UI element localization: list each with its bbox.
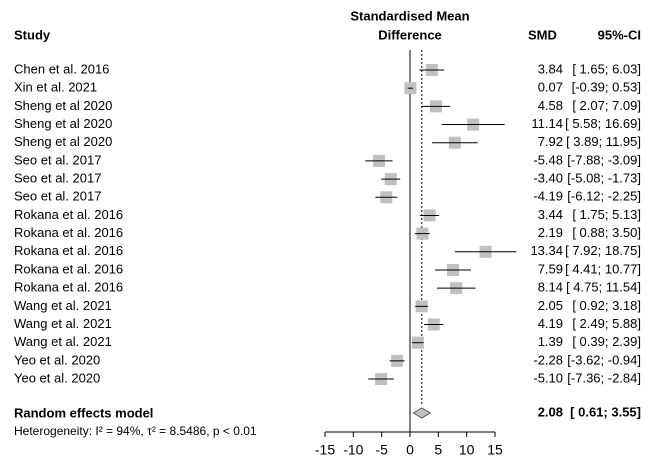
x-tick-label: 0 (406, 442, 414, 458)
x-tick-label: 15 (487, 442, 503, 458)
smd-value: 8.14 (538, 280, 563, 295)
x-tick-label: 5 (434, 442, 442, 458)
study-label: Xin et al. 2021 (14, 80, 97, 95)
header-smd: SMD (528, 27, 557, 42)
study-label: Sheng et al 2020 (14, 134, 112, 149)
ci-value: [-3.62; -0.94] (567, 352, 641, 367)
ci-value: [-6.12; -2.25] (567, 189, 641, 204)
smd-value: 1.39 (538, 334, 563, 349)
model-smd: 2.08 (538, 404, 563, 419)
study-label: Yeo et al. 2020 (14, 352, 100, 367)
study-label: Rokana et al. 2016 (14, 243, 123, 258)
ci-value: [ 0.39; 2.39] (572, 334, 641, 349)
study-label: Sheng et al 2020 (14, 98, 112, 113)
smd-value: -5.48 (533, 152, 563, 167)
ci-value: [ 4.75; 11.54] (566, 280, 641, 295)
study-label: Chen et al. 2016 (14, 61, 109, 76)
study-label: Wang et al. 2021 (14, 316, 112, 331)
study-label: Seo et al. 2017 (14, 189, 101, 204)
ci-value: [-5.08; -1.73] (567, 171, 641, 186)
header-effect: Standardised Mean (350, 8, 469, 23)
study-label: Rokana et al. 2016 (14, 225, 123, 240)
header-ci: 95%-CI (598, 27, 641, 42)
ci-value: [-0.39; 0.53] (572, 80, 641, 95)
study-label: Rokana et al. 2016 (14, 261, 123, 276)
header-effect: Difference (378, 27, 442, 42)
x-tick-label: -5 (375, 442, 388, 458)
model-diamond (412, 407, 432, 419)
x-tick-label: -15 (315, 442, 335, 458)
study-label: Wang et al. 2021 (14, 298, 112, 313)
heterogeneity: Heterogeneity: I² = 94%, τ² = 8.5486, p … (14, 424, 257, 438)
study-label: Sheng et al 2020 (14, 116, 112, 131)
smd-value: -3.40 (533, 171, 563, 186)
study-label: Seo et al. 2017 (14, 171, 101, 186)
ci-value: [ 4.41; 10.77] (565, 261, 641, 276)
study-label: Rokana et al. 2016 (14, 280, 123, 295)
smd-value: 7.92 (538, 134, 563, 149)
study-label: Wang et al. 2021 (14, 334, 112, 349)
study-label: Rokana et al. 2016 (14, 207, 123, 222)
ci-value: [ 1.65; 6.03] (572, 61, 641, 76)
smd-value: 4.19 (538, 316, 563, 331)
smd-value: 13.34 (530, 243, 563, 258)
smd-value: 2.05 (538, 298, 563, 313)
ci-value: [ 0.88; 3.50] (572, 225, 641, 240)
study-label: Yeo et al. 2020 (14, 370, 100, 385)
ci-value: [ 1.75; 5.13] (572, 207, 641, 222)
x-tick-label: -10 (343, 442, 363, 458)
smd-value: 3.44 (538, 207, 563, 222)
smd-value: 11.14 (531, 116, 563, 131)
ci-value: [-7.88; -3.09] (567, 152, 641, 167)
smd-value: -5.10 (533, 370, 563, 385)
model-label: Random effects model (14, 405, 153, 420)
smd-value: 0.07 (538, 80, 563, 95)
header-study: Study (14, 27, 51, 42)
ci-value: [ 7.92; 18.75] (565, 243, 641, 258)
ci-value: [ 0.92; 3.18] (572, 298, 641, 313)
model-ci: [ 0.61; 3.55] (570, 404, 641, 419)
ci-value: [ 3.89; 11.95] (566, 134, 641, 149)
x-tick-label: 10 (459, 442, 475, 458)
smd-value: -2.28 (533, 352, 563, 367)
smd-value: 7.59 (538, 261, 563, 276)
ci-value: [ 2.07; 7.09] (572, 98, 641, 113)
ci-value: [-7.36; -2.84] (567, 370, 641, 385)
smd-value: -4.19 (533, 189, 563, 204)
smd-value: 2.19 (538, 225, 563, 240)
smd-value: 3.84 (538, 61, 563, 76)
smd-value: 4.58 (538, 98, 563, 113)
study-label: Seo et al. 2017 (14, 152, 101, 167)
ci-value: [ 2.49; 5.88] (572, 316, 641, 331)
ci-value: [ 5.58; 16.69] (565, 116, 641, 131)
